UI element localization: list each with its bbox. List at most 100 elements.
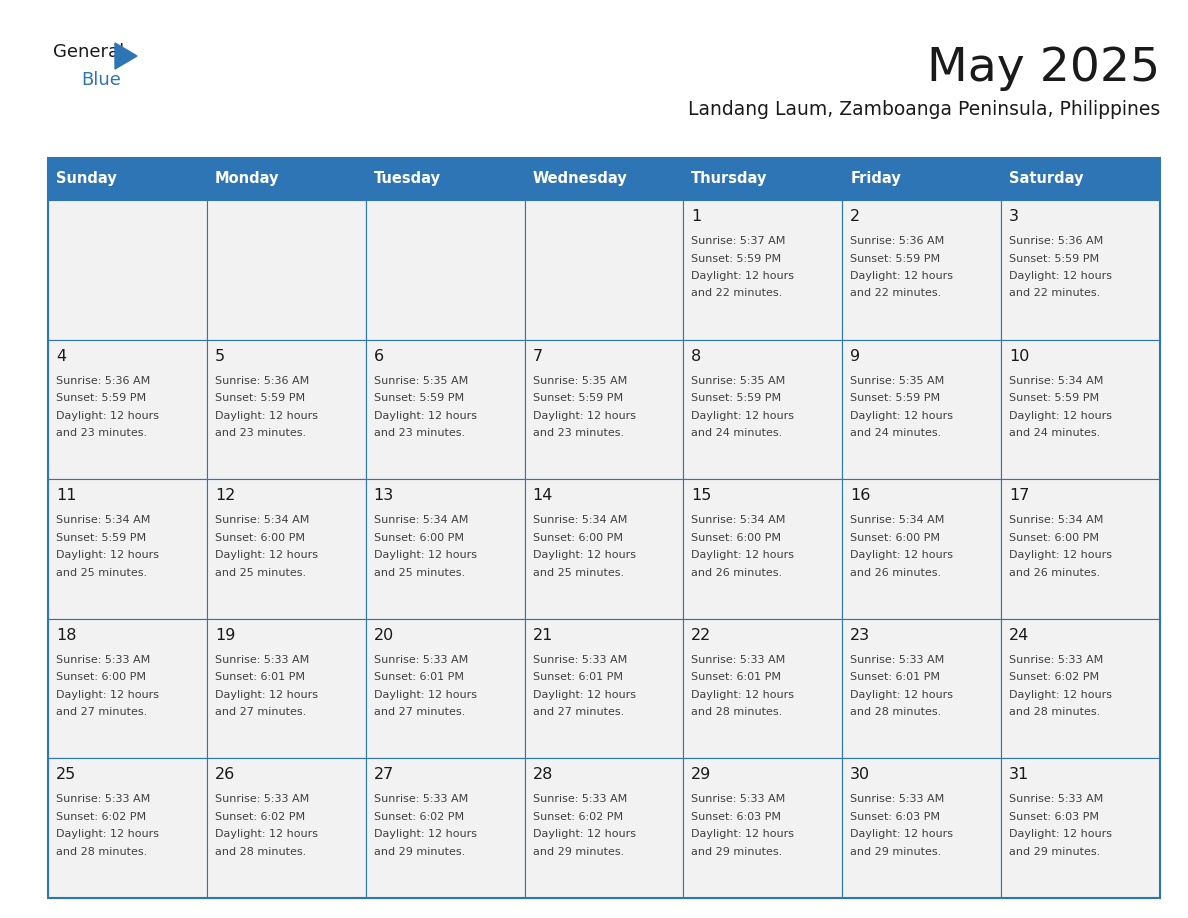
Text: Daylight: 12 hours: Daylight: 12 hours: [851, 829, 953, 839]
Text: Sunrise: 5:33 AM: Sunrise: 5:33 AM: [374, 794, 468, 804]
Bar: [842, 619, 1001, 758]
Text: Thursday: Thursday: [691, 172, 767, 186]
Bar: [525, 758, 683, 898]
Bar: [525, 479, 683, 619]
Text: May 2025: May 2025: [927, 46, 1159, 91]
Text: Sunrise: 5:33 AM: Sunrise: 5:33 AM: [215, 794, 309, 804]
Text: Daylight: 12 hours: Daylight: 12 hours: [532, 550, 636, 560]
Text: Sunset: 5:59 PM: Sunset: 5:59 PM: [56, 393, 146, 403]
Text: Daylight: 12 hours: Daylight: 12 hours: [215, 550, 318, 560]
Bar: [842, 479, 1001, 619]
Text: Daylight: 12 hours: Daylight: 12 hours: [56, 689, 159, 700]
Polygon shape: [115, 43, 137, 69]
Text: 18: 18: [56, 628, 76, 643]
Bar: [207, 758, 366, 898]
Text: Sunset: 6:00 PM: Sunset: 6:00 PM: [56, 672, 146, 682]
Text: Sunrise: 5:33 AM: Sunrise: 5:33 AM: [851, 794, 944, 804]
Text: Sunset: 6:00 PM: Sunset: 6:00 PM: [532, 532, 623, 543]
Text: Sunset: 6:01 PM: Sunset: 6:01 PM: [215, 672, 305, 682]
Text: and 26 minutes.: and 26 minutes.: [1009, 567, 1100, 577]
Text: Daylight: 12 hours: Daylight: 12 hours: [851, 689, 953, 700]
Text: and 24 minutes.: and 24 minutes.: [1009, 428, 1100, 438]
Text: Daylight: 12 hours: Daylight: 12 hours: [56, 550, 159, 560]
Bar: [683, 479, 842, 619]
Text: and 22 minutes.: and 22 minutes.: [1009, 288, 1100, 298]
Text: Sunset: 6:02 PM: Sunset: 6:02 PM: [1009, 672, 1099, 682]
Bar: [1001, 158, 1159, 200]
Text: Daylight: 12 hours: Daylight: 12 hours: [532, 829, 636, 839]
Text: and 29 minutes.: and 29 minutes.: [374, 847, 465, 856]
Text: Daylight: 12 hours: Daylight: 12 hours: [691, 689, 795, 700]
Text: Daylight: 12 hours: Daylight: 12 hours: [532, 689, 636, 700]
Text: and 29 minutes.: and 29 minutes.: [1009, 847, 1100, 856]
Text: and 26 minutes.: and 26 minutes.: [691, 567, 783, 577]
Text: Sunrise: 5:34 AM: Sunrise: 5:34 AM: [851, 515, 944, 525]
Text: Daylight: 12 hours: Daylight: 12 hours: [1009, 410, 1112, 420]
Text: Sunset: 6:00 PM: Sunset: 6:00 PM: [1009, 532, 1099, 543]
Bar: [842, 158, 1001, 200]
Text: Sunset: 5:59 PM: Sunset: 5:59 PM: [851, 253, 941, 263]
Text: Daylight: 12 hours: Daylight: 12 hours: [1009, 829, 1112, 839]
Text: Sunset: 6:03 PM: Sunset: 6:03 PM: [1009, 812, 1099, 822]
Bar: [1001, 619, 1159, 758]
Text: 9: 9: [851, 349, 860, 364]
Text: Sunrise: 5:35 AM: Sunrise: 5:35 AM: [374, 375, 468, 386]
Text: Daylight: 12 hours: Daylight: 12 hours: [374, 410, 476, 420]
Text: 21: 21: [532, 628, 552, 643]
Text: and 27 minutes.: and 27 minutes.: [56, 707, 147, 717]
Bar: [525, 200, 683, 340]
Text: Sunrise: 5:36 AM: Sunrise: 5:36 AM: [851, 236, 944, 246]
Bar: [842, 758, 1001, 898]
Bar: [48, 758, 207, 898]
Text: Sunrise: 5:33 AM: Sunrise: 5:33 AM: [1009, 794, 1104, 804]
Text: 28: 28: [532, 767, 552, 782]
Text: Daylight: 12 hours: Daylight: 12 hours: [1009, 689, 1112, 700]
Text: Sunrise: 5:35 AM: Sunrise: 5:35 AM: [532, 375, 627, 386]
Text: and 23 minutes.: and 23 minutes.: [56, 428, 147, 438]
Text: and 24 minutes.: and 24 minutes.: [851, 428, 941, 438]
Text: 23: 23: [851, 628, 871, 643]
Text: Daylight: 12 hours: Daylight: 12 hours: [215, 689, 318, 700]
Bar: [207, 619, 366, 758]
Text: 30: 30: [851, 767, 871, 782]
Text: Sunrise: 5:33 AM: Sunrise: 5:33 AM: [851, 655, 944, 665]
Text: Sunrise: 5:34 AM: Sunrise: 5:34 AM: [374, 515, 468, 525]
Text: Daylight: 12 hours: Daylight: 12 hours: [851, 550, 953, 560]
Text: and 25 minutes.: and 25 minutes.: [56, 567, 147, 577]
Text: Sunrise: 5:33 AM: Sunrise: 5:33 AM: [1009, 655, 1104, 665]
Text: Sunrise: 5:35 AM: Sunrise: 5:35 AM: [691, 375, 785, 386]
Text: 10: 10: [1009, 349, 1030, 364]
Text: Friday: Friday: [851, 172, 901, 186]
Text: and 25 minutes.: and 25 minutes.: [215, 567, 307, 577]
Bar: [525, 340, 683, 479]
Text: and 26 minutes.: and 26 minutes.: [851, 567, 941, 577]
Text: and 25 minutes.: and 25 minutes.: [374, 567, 465, 577]
Bar: [683, 758, 842, 898]
Text: Sunset: 5:59 PM: Sunset: 5:59 PM: [851, 393, 941, 403]
Bar: [366, 158, 525, 200]
Text: Daylight: 12 hours: Daylight: 12 hours: [851, 271, 953, 281]
Text: Daylight: 12 hours: Daylight: 12 hours: [532, 410, 636, 420]
Text: 27: 27: [374, 767, 394, 782]
Text: Sunrise: 5:37 AM: Sunrise: 5:37 AM: [691, 236, 785, 246]
Text: and 24 minutes.: and 24 minutes.: [691, 428, 783, 438]
Text: Sunset: 6:01 PM: Sunset: 6:01 PM: [851, 672, 940, 682]
Bar: [1001, 758, 1159, 898]
Text: and 25 minutes.: and 25 minutes.: [532, 567, 624, 577]
Text: Daylight: 12 hours: Daylight: 12 hours: [691, 271, 795, 281]
Text: and 29 minutes.: and 29 minutes.: [532, 847, 624, 856]
Text: Sunrise: 5:33 AM: Sunrise: 5:33 AM: [691, 655, 785, 665]
Bar: [207, 158, 366, 200]
Text: Sunrise: 5:33 AM: Sunrise: 5:33 AM: [374, 655, 468, 665]
Text: 13: 13: [374, 488, 394, 503]
Text: Landang Laum, Zamboanga Peninsula, Philippines: Landang Laum, Zamboanga Peninsula, Phili…: [688, 100, 1159, 119]
Text: Sunrise: 5:34 AM: Sunrise: 5:34 AM: [56, 515, 151, 525]
Bar: [525, 158, 683, 200]
Text: and 28 minutes.: and 28 minutes.: [851, 707, 941, 717]
Text: 6: 6: [374, 349, 384, 364]
Text: Sunset: 6:02 PM: Sunset: 6:02 PM: [532, 812, 623, 822]
Text: 7: 7: [532, 349, 543, 364]
Text: 3: 3: [1009, 209, 1019, 224]
Text: Sunset: 6:00 PM: Sunset: 6:00 PM: [215, 532, 305, 543]
Text: Sunset: 6:02 PM: Sunset: 6:02 PM: [215, 812, 305, 822]
